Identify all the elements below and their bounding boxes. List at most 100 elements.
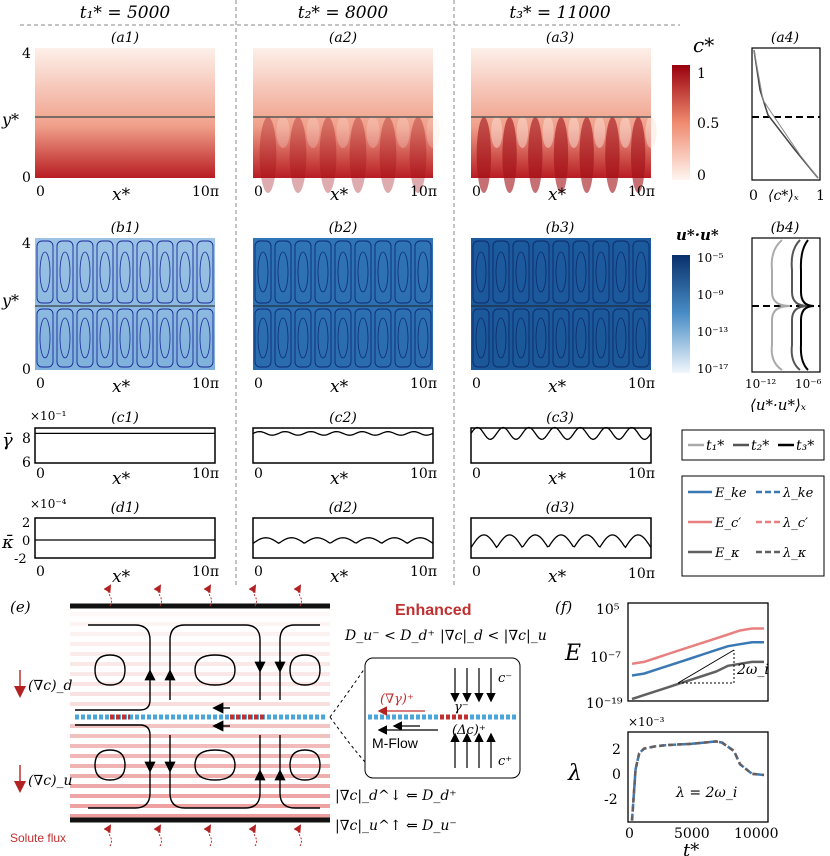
vortex-upper	[199, 251, 211, 293]
y-tick-0-b: 0	[22, 362, 31, 378]
cell-upper	[176, 240, 194, 304]
vortex-lower	[495, 317, 507, 359]
x-tick-0-b2: 0	[254, 376, 263, 392]
bottom-rel-1: |∇c|_d^↓ ⇐ D_d⁺	[335, 788, 457, 804]
enhanced-title: Enhanced	[395, 602, 471, 619]
panel-label-a3: (a3)	[546, 30, 574, 46]
panel-label-d3: (d3)	[546, 500, 575, 516]
x-tick-0-a3: 0	[472, 184, 481, 200]
profile-a4	[753, 49, 819, 179]
col-header-3: t₃* = 11000	[509, 3, 610, 23]
cell-lower	[632, 308, 650, 368]
cell-lower	[294, 308, 312, 368]
vortex-upper	[257, 251, 269, 293]
colorbar-c	[672, 65, 690, 180]
x-tick-end-d3: 10π	[628, 566, 655, 582]
vortex-lower	[159, 317, 171, 359]
cell-lower	[116, 308, 134, 368]
stripe-lower	[70, 744, 330, 748]
vortex-upper	[99, 251, 111, 293]
colorbar-u	[672, 255, 690, 373]
cell-lower	[176, 308, 194, 368]
d-tick-2: 2	[22, 516, 30, 531]
x-tick-end-b3: 10π	[628, 376, 655, 392]
cell-lower	[492, 308, 510, 368]
field-a1	[35, 48, 215, 178]
plume	[553, 117, 569, 193]
colorbar-u-label: u*·u*	[676, 226, 719, 244]
cell-lower	[196, 308, 214, 368]
vortex-upper	[59, 251, 71, 293]
vortex-upper	[277, 251, 289, 293]
y-tick-4-a: 4	[22, 46, 31, 62]
plume-light	[542, 116, 554, 148]
legend-energies: E_ke E_c′ E_κ λ_ke λ_c′ λ_κ	[681, 475, 825, 577]
kappa-line-d2	[252, 537, 434, 544]
b4-xlabel: ⟨u*·u*⟩ₓ	[750, 396, 807, 414]
stripe-lower	[70, 764, 330, 768]
vortex-upper	[297, 251, 309, 293]
plume-light	[645, 116, 657, 148]
d-tick-0: 0	[22, 534, 30, 549]
panel-label-c3: (c3)	[546, 410, 574, 426]
cell-lower	[96, 308, 114, 368]
vortex-lower	[515, 317, 527, 359]
vortex-upper	[397, 251, 409, 293]
cell-lower	[532, 308, 550, 368]
plume	[579, 117, 594, 193]
slope-label: 2ω_i	[736, 662, 769, 678]
lambda-curves	[630, 740, 765, 821]
vortex-upper	[615, 251, 627, 293]
lambda-note: λ = 2ω_i	[675, 785, 737, 801]
stripe-upper	[70, 662, 330, 666]
vortex-upper	[39, 251, 51, 293]
panel-label-a4: (a4)	[771, 30, 799, 46]
legend-Eke: E_ke	[714, 486, 747, 501]
panel-label-d1: (d1)	[111, 500, 140, 516]
field-a2	[253, 48, 433, 178]
cell-upper	[414, 240, 432, 304]
stripe-upper	[70, 702, 330, 706]
cell-upper	[314, 240, 332, 304]
panel-label-b3: (b3)	[546, 220, 575, 236]
E-curves	[631, 627, 764, 701]
vortex-upper	[119, 251, 131, 293]
lambda-series	[630, 740, 765, 821]
column-separators	[20, 0, 680, 585]
row-d: ×10⁻⁴ (d1) (d2) (d3) κ̄ 2 0 -2 0 x* 10π …	[1, 497, 655, 587]
c-tick-8: 8	[22, 431, 31, 447]
x-tick-0-d3: 0	[472, 564, 481, 580]
streamlines-b3	[472, 240, 650, 368]
vortex-lower	[575, 317, 587, 359]
cell-lower	[552, 308, 570, 368]
vortex-lower	[337, 317, 349, 359]
grad-d-label: (∇c)_d	[28, 678, 73, 694]
vortex-upper	[635, 251, 647, 293]
cell-upper	[56, 240, 74, 304]
cell-lower	[394, 308, 412, 368]
plume	[630, 117, 646, 193]
row-a: (a1) (a2) (a3) 4 0 y* 0 x* 10π 0 x* 10π …	[1, 30, 825, 205]
plot-d3	[470, 517, 652, 559]
cell-lower	[36, 308, 54, 368]
cell-lower	[512, 308, 530, 368]
x-tick-end-a3: 10π	[628, 184, 655, 200]
plot-a4	[751, 47, 821, 181]
vortex-lower	[535, 317, 547, 359]
plot-lambda	[627, 731, 769, 823]
legend-t1: t₁*	[706, 438, 724, 454]
x-tick-0-a1: 0	[36, 184, 45, 200]
cell-lower	[56, 308, 74, 368]
vortex-lower	[297, 317, 309, 359]
x-tick-0-b3: 0	[472, 376, 481, 392]
vortex-upper	[139, 251, 151, 293]
x-label-c3: x*	[548, 469, 567, 489]
E-tick-m19: 10⁻¹⁹	[586, 696, 623, 712]
field-a2-plumes	[259, 116, 440, 193]
plume-light	[619, 116, 631, 148]
cell-upper	[512, 240, 530, 304]
stripe-upper	[70, 642, 330, 646]
vortex-lower	[615, 317, 627, 359]
legend-t3: t₃*	[796, 438, 814, 454]
vortex-lower	[99, 317, 111, 359]
